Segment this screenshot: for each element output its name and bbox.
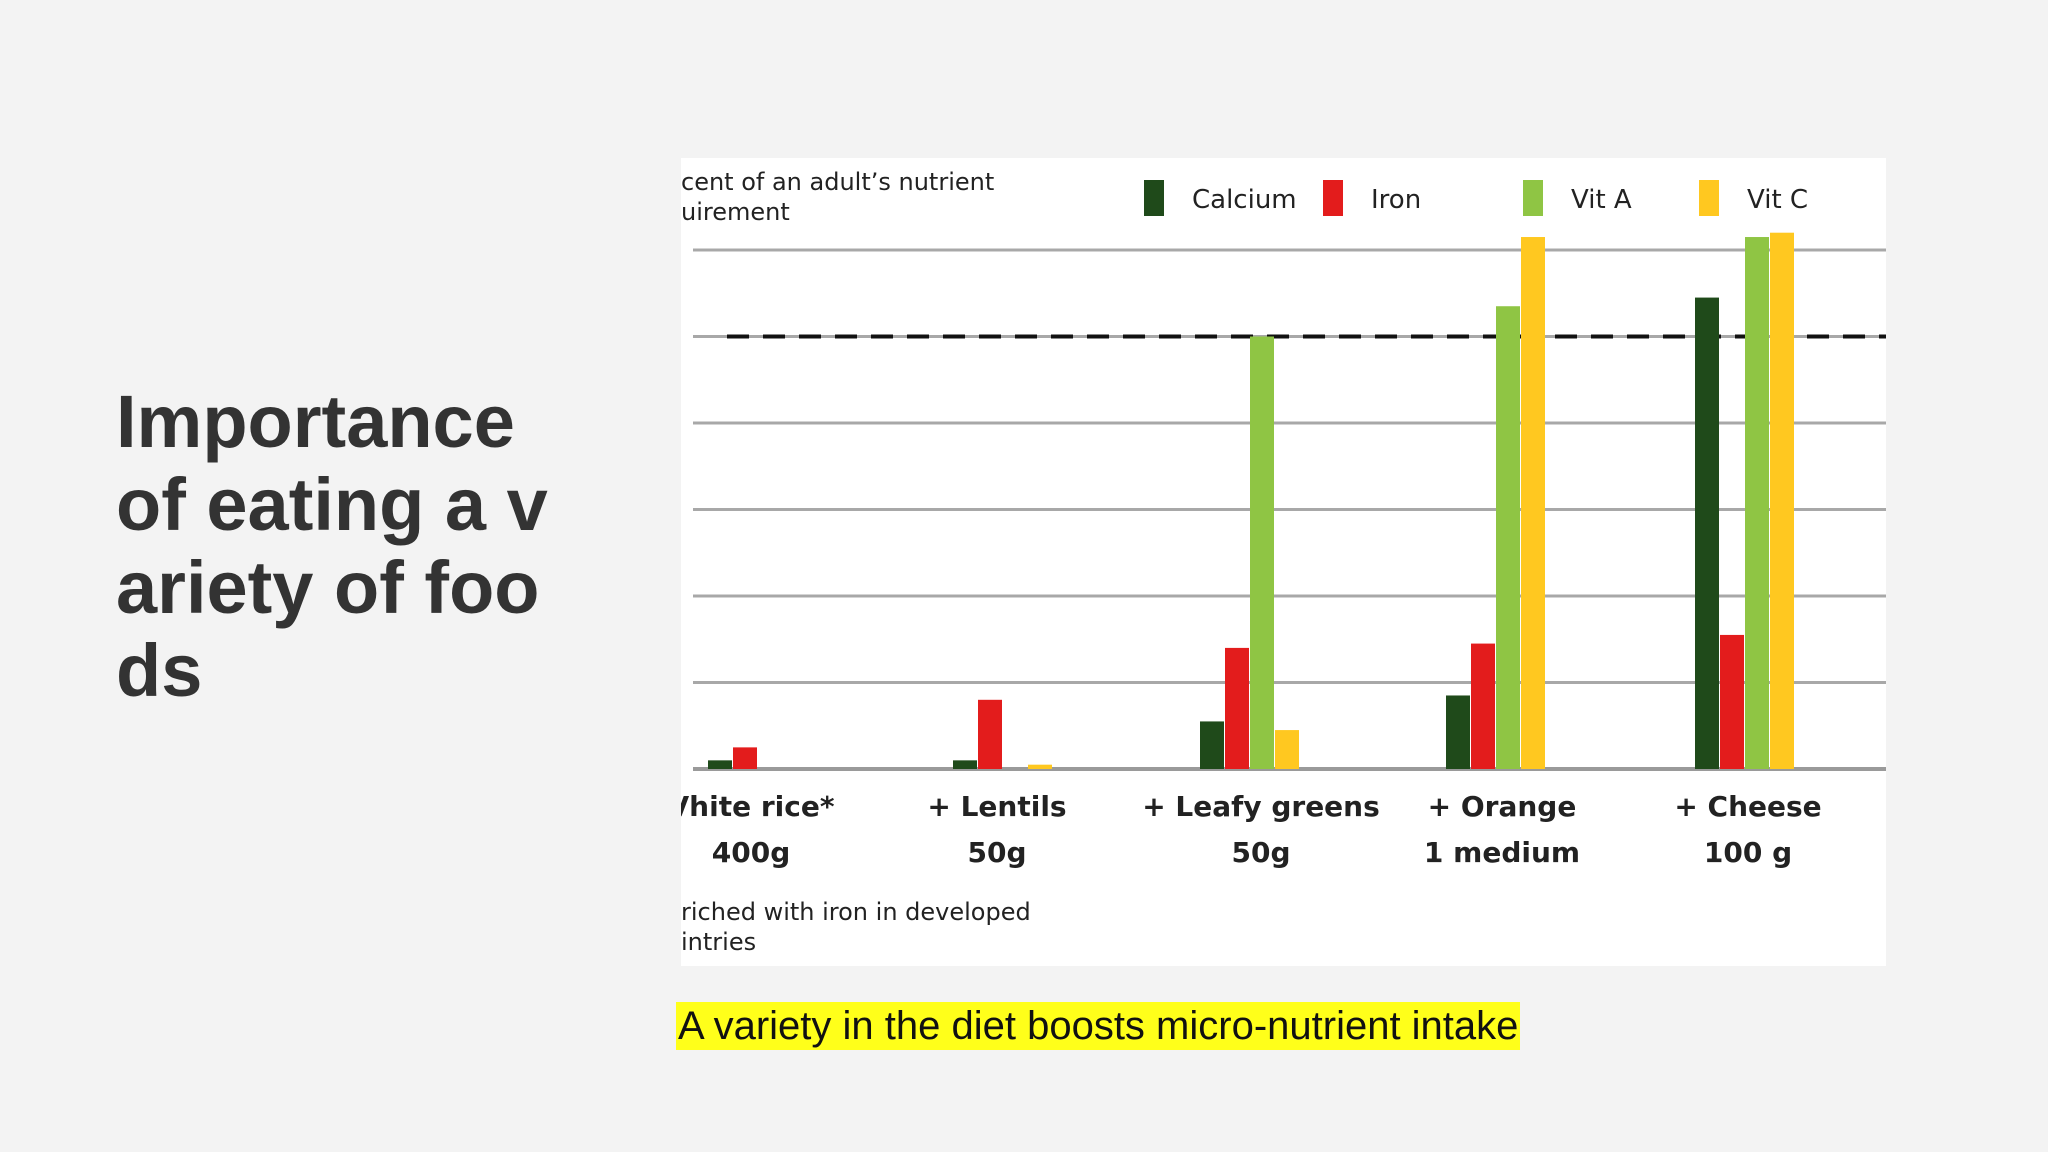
- bar-calcium-5: [1695, 297, 1719, 769]
- bar-iron-1: [733, 747, 757, 769]
- y-axis-label: cent of an adult’s nutrient uirement: [681, 168, 994, 226]
- bar-vit-a-4: [1496, 306, 1520, 769]
- bar-iron-3: [1225, 647, 1249, 769]
- chart-caption: A variety in the diet boosts micro-nutri…: [676, 1002, 1521, 1050]
- bar-calcium-2: [953, 760, 977, 769]
- legend-label-calcium: Calcium: [1192, 185, 1297, 215]
- bar-calcium-3: [1200, 721, 1224, 769]
- x-tick-label: + Leafy greens: [1142, 790, 1380, 823]
- bar-vit-a-3: [1250, 336, 1274, 769]
- y-axis-label-line: cent of an adult’s nutrient: [681, 168, 994, 196]
- x-tick-label: + Cheese: [1674, 790, 1821, 823]
- bar-vit-c-4: [1521, 237, 1545, 769]
- nutrient-bar-chart: cent of an adult’s nutrient uirement Calci…: [681, 168, 1886, 956]
- x-tick-label: 100 g: [1704, 836, 1792, 869]
- bar-iron-4: [1471, 643, 1495, 769]
- bar-calcium-1: [708, 760, 732, 769]
- bar-vit-a-5: [1745, 237, 1769, 769]
- legend-label-vit-c: Vit C: [1747, 185, 1808, 215]
- bar-calcium-4: [1446, 695, 1470, 769]
- legend-swatch-calcium: [1144, 180, 1164, 216]
- x-tick-label: 50g: [967, 836, 1026, 869]
- x-tick-label: + Lentils: [927, 790, 1066, 823]
- bar-iron-5: [1720, 634, 1744, 769]
- legend-label-iron: Iron: [1371, 185, 1421, 215]
- x-tick-label: + Orange: [1428, 790, 1577, 823]
- bar-vit-c-3: [1275, 730, 1299, 769]
- chart-footnote: riched with iron in developed intries: [681, 898, 1031, 956]
- chart-footnote-line: riched with iron in developed: [681, 898, 1031, 926]
- bar-vit-c-5: [1770, 232, 1794, 769]
- legend-swatch-vit-c: [1699, 180, 1719, 216]
- y-axis-label-line: uirement: [681, 198, 790, 226]
- chart-panel: cent of an adult’s nutrient uirement Calci…: [681, 158, 1886, 966]
- chart-footnote-line: intries: [681, 928, 756, 956]
- x-tick-label: 1 medium: [1424, 836, 1580, 869]
- legend-swatch-vit-a: [1523, 180, 1543, 216]
- legend-swatch-iron: [1323, 180, 1343, 216]
- bar-vit-c-2: [1028, 764, 1052, 769]
- slide-title: Importance of eating a variety of foods: [116, 380, 548, 712]
- x-tick-label: 400g: [712, 836, 791, 869]
- x-tick-label: 50g: [1231, 836, 1290, 869]
- bar-iron-2: [978, 699, 1002, 769]
- x-tick-label: Vhite rice*: [681, 790, 835, 823]
- legend-label-vit-a: Vit A: [1571, 185, 1632, 215]
